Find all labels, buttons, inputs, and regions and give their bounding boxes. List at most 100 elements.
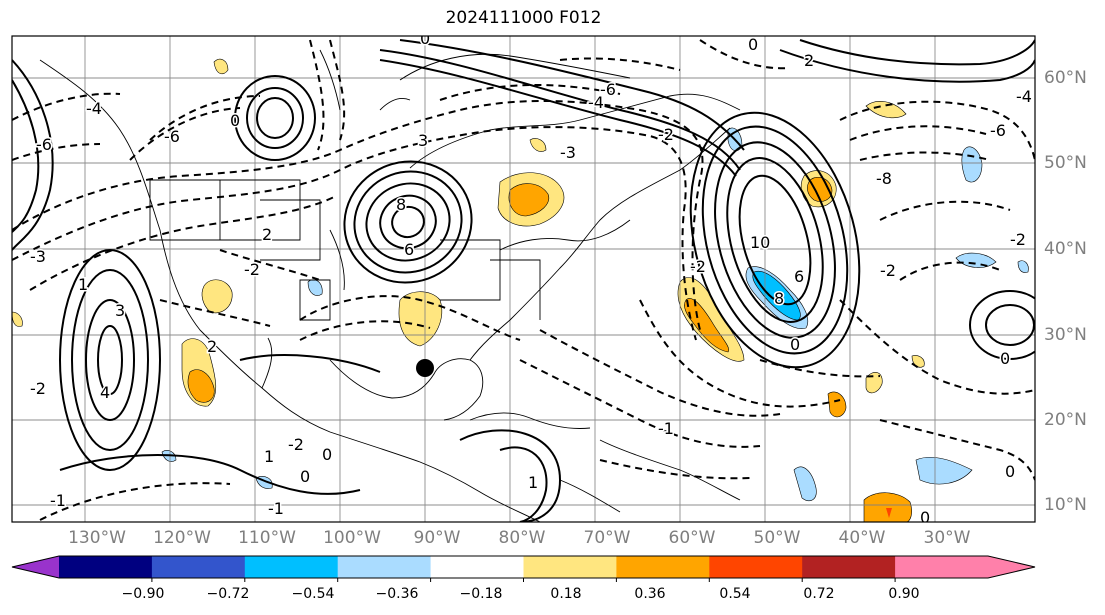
colorbar-segment bbox=[802, 556, 896, 578]
colorbar-segment bbox=[430, 556, 524, 578]
contour-label: 0 bbox=[322, 445, 332, 464]
contour-label: 0 bbox=[1005, 462, 1015, 481]
contour-label: -3 bbox=[30, 247, 46, 266]
lat-label: 10°N bbox=[1044, 495, 1087, 515]
lon-label: 60°W bbox=[668, 528, 716, 548]
lon-label: 30°W bbox=[923, 528, 971, 548]
contour-label: 0 bbox=[230, 111, 240, 130]
lon-label: 50°W bbox=[753, 528, 801, 548]
colorbar-segment bbox=[151, 556, 246, 578]
shade-region bbox=[865, 101, 907, 119]
contour-label: -1 bbox=[268, 499, 284, 518]
shade-region bbox=[955, 252, 997, 268]
lon-label: 110°W bbox=[238, 528, 296, 548]
location-marker bbox=[416, 359, 434, 377]
shade-region bbox=[1017, 260, 1029, 273]
contour-label: -2 bbox=[30, 379, 46, 398]
colorbar-under-arrow bbox=[12, 556, 59, 578]
shade-region bbox=[961, 146, 983, 183]
contour-label: 4 bbox=[100, 383, 110, 402]
contour-label: 8 bbox=[774, 289, 784, 308]
contour-label: -3 bbox=[560, 143, 576, 162]
colorbar-tick-label: −0.18 bbox=[459, 586, 503, 602]
colorbar-tick-label: 0.36 bbox=[634, 586, 666, 602]
contour-label: 0 bbox=[1000, 349, 1010, 368]
contours-positive bbox=[12, 39, 1035, 522]
shade-region bbox=[398, 291, 442, 347]
contour-label: -6 bbox=[600, 80, 616, 99]
contour-label: 1 bbox=[264, 447, 274, 466]
colorbar-outline bbox=[11, 555, 1036, 579]
contour-label: 0 bbox=[420, 29, 430, 48]
shaded-regions bbox=[12, 58, 1029, 522]
contour-label: -1 bbox=[50, 491, 66, 510]
contour-label: 1 bbox=[78, 275, 88, 294]
contour-label: -4 bbox=[588, 93, 604, 112]
lon-label: 100°W bbox=[323, 528, 381, 548]
lat-label: 40°N bbox=[1044, 239, 1087, 259]
shade-region bbox=[201, 279, 233, 314]
contour-label: 8 bbox=[396, 195, 406, 214]
contour-label: -4 bbox=[86, 99, 102, 118]
colorbar-segment bbox=[337, 556, 432, 578]
shade-region bbox=[911, 355, 925, 368]
contour-label: 6 bbox=[794, 267, 804, 286]
contour-label: -2 bbox=[690, 257, 706, 276]
colorbar-segment bbox=[244, 556, 339, 578]
contour-labels: 0 0 0 0 0 0 0 0 0 -2 -2 -2 -2 -2 -2 -2 -… bbox=[29, 29, 1034, 527]
contour-label: -2 bbox=[1010, 230, 1026, 249]
colorbar-segment bbox=[616, 556, 710, 578]
shade-region bbox=[865, 372, 883, 394]
colorbar bbox=[11, 555, 1036, 582]
contour-label: -2 bbox=[244, 260, 260, 279]
colorbar-tick-label: 0.54 bbox=[719, 586, 751, 602]
contour-label: 2 bbox=[804, 51, 814, 70]
lat-label: 30°N bbox=[1044, 325, 1087, 345]
colorbar-over-arrow bbox=[988, 556, 1035, 578]
contour-label: -2 bbox=[658, 125, 674, 144]
shade-region bbox=[827, 391, 847, 418]
contour-label: -6 bbox=[36, 135, 52, 154]
lon-label: 40°W bbox=[838, 528, 886, 548]
lon-label: 70°W bbox=[583, 528, 631, 548]
colorbar-tick-label: 0.18 bbox=[550, 586, 582, 602]
colorbar-segment bbox=[523, 556, 617, 578]
colorbar-tick-label: −0.36 bbox=[375, 586, 419, 602]
colorbar-tick-label: −0.54 bbox=[291, 586, 335, 602]
contour-label: -2 bbox=[880, 261, 896, 280]
lon-label: 80°W bbox=[498, 528, 546, 548]
colorbar-tick-label: 0.72 bbox=[803, 586, 835, 602]
map-title: 2024111000 F012 bbox=[445, 8, 602, 28]
shade-region bbox=[529, 138, 547, 152]
colorbar-segment bbox=[59, 556, 153, 578]
contour-label: -2 bbox=[288, 435, 304, 454]
lon-label: 130°W bbox=[68, 528, 126, 548]
colorbar-tick-label: 0.90 bbox=[888, 586, 920, 602]
contour-label: 0 bbox=[790, 335, 800, 354]
shade-region bbox=[915, 457, 973, 485]
contour-label: 0 bbox=[300, 467, 310, 486]
contour-label: -6 bbox=[164, 127, 180, 146]
contour-label: 1 bbox=[528, 473, 538, 492]
colorbar-segment bbox=[709, 556, 803, 578]
contour-label: 0 bbox=[920, 508, 930, 527]
contour-label: -8 bbox=[876, 169, 892, 188]
contour-label: -4 bbox=[1016, 87, 1032, 106]
lat-label: 50°N bbox=[1044, 153, 1087, 173]
contour-label: 0 bbox=[748, 35, 758, 54]
contours-negative bbox=[12, 39, 1035, 521]
contour-label: -1 bbox=[658, 419, 674, 438]
contour-label: 2 bbox=[207, 337, 217, 356]
shade-region bbox=[793, 466, 817, 501]
shade-region bbox=[213, 58, 229, 75]
contour-label: 2 bbox=[262, 225, 272, 244]
contour-label: 6 bbox=[404, 240, 414, 259]
shade-region bbox=[508, 183, 550, 217]
contour-label: 3 bbox=[418, 131, 428, 150]
map-frame bbox=[11, 35, 1036, 523]
lon-label: 90°W bbox=[413, 528, 461, 548]
contour-label: 10 bbox=[750, 233, 770, 252]
colorbar-tick-label: −0.90 bbox=[121, 586, 165, 602]
map-layers: 0 0 0 0 0 0 0 0 0 -2 -2 -2 -2 -2 -2 -2 -… bbox=[12, 29, 1035, 527]
